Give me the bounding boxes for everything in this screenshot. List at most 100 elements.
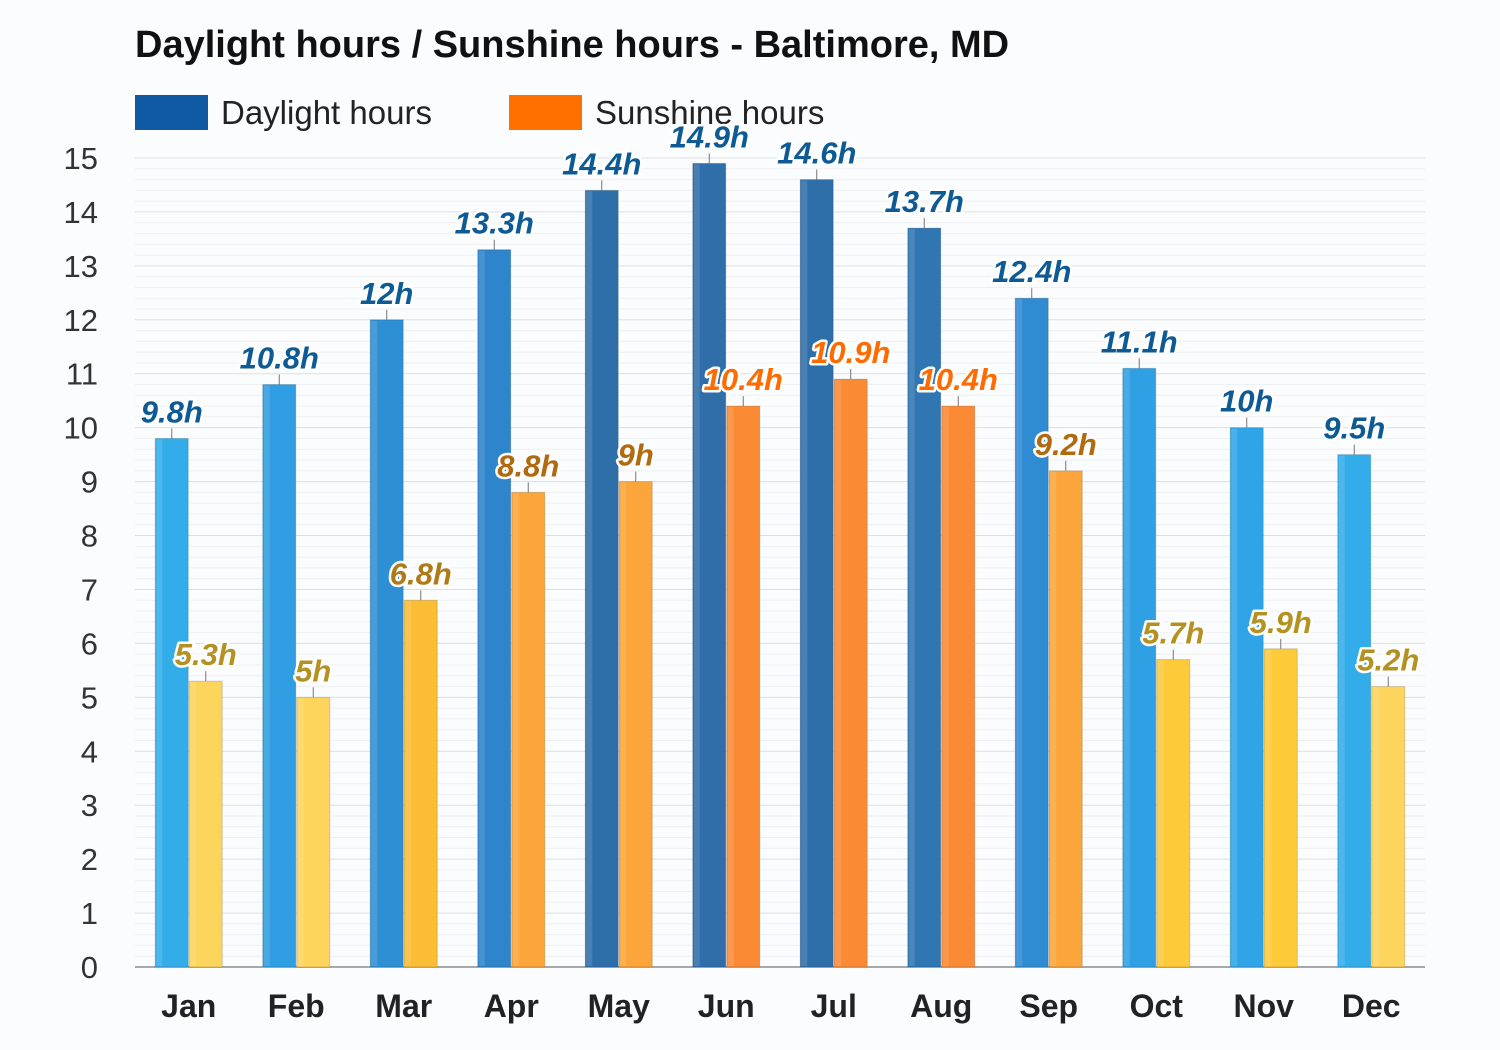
y-tick-label: 9 (81, 465, 98, 500)
daylight-bar (907, 227, 942, 968)
bar-highlight (908, 229, 915, 966)
x-category-label: Nov (1234, 988, 1295, 1024)
bar-highlight (1338, 455, 1345, 966)
bar-highlight (297, 698, 304, 966)
daylight-bar (477, 249, 512, 968)
chart-title: Daylight hours / Sunshine hours - Baltim… (135, 24, 1010, 66)
sunshine-value-label: 9.2h (1035, 427, 1097, 462)
y-tick-label: 10 (64, 411, 98, 446)
y-tick-label: 2 (81, 842, 98, 877)
daylight-value-label: 13.7h (885, 184, 964, 219)
daylight-value-label: 14.4h (562, 146, 641, 181)
sunshine-value-label: 5.7h (1142, 616, 1204, 651)
major-gridlines (135, 157, 1425, 968)
daylight-bar (692, 162, 727, 968)
bar-highlight (1231, 428, 1238, 967)
y-tick-label: 0 (81, 950, 98, 985)
daylight-value-label: 9.8h (141, 394, 203, 429)
y-tick-label: 4 (81, 734, 98, 769)
y-tick-label: 13 (64, 249, 98, 284)
y-tick-label: 1 (81, 896, 98, 931)
daylight-value-label: 10.8h (240, 341, 319, 376)
sunshine-bar (618, 481, 653, 968)
x-category-label: Aug (910, 988, 972, 1024)
bar-highlight (1265, 649, 1272, 966)
bar-highlight (835, 380, 842, 966)
daylight-bar (1014, 297, 1049, 968)
bar-highlight (1016, 299, 1023, 966)
daylight-value-label: 12h (360, 276, 413, 311)
x-category-label: Dec (1342, 988, 1401, 1024)
sunshine-bar (833, 378, 868, 968)
bar-highlight (263, 385, 270, 966)
sunshine-value-label: 5.3h (175, 637, 237, 672)
y-tick-label: 14 (64, 195, 98, 230)
y-tick-label: 15 (64, 141, 98, 176)
bar-highlight (727, 407, 734, 966)
bar-highlight (190, 682, 197, 966)
x-category-label: Feb (268, 988, 325, 1024)
y-tick-label: 8 (81, 519, 98, 554)
bar-highlight (1372, 687, 1379, 966)
sunshine-value-label: 5.2h (1357, 643, 1419, 678)
x-category-label: Jan (161, 988, 216, 1024)
y-tick-label: 7 (81, 572, 98, 607)
sunshine-value-label: 10.9h (811, 335, 890, 370)
daylight-value-label: 13.3h (455, 206, 534, 241)
sunshine-bar (296, 696, 331, 968)
daylight-value-label: 10h (1220, 384, 1273, 419)
legend-swatch-daylight (135, 95, 208, 130)
y-tick-label: 3 (81, 788, 98, 823)
y-tick-label: 11 (66, 357, 98, 392)
y-tick-label: 6 (81, 626, 98, 661)
bar-highlight (156, 439, 163, 966)
sunshine-value-label: 10.4h (704, 362, 783, 397)
legend-swatch-sunshine (509, 95, 582, 130)
sunshine-value-label: 8.8h (497, 448, 559, 483)
minor-gridlines (135, 168, 1425, 957)
daylight-bar (1122, 367, 1157, 968)
bar-highlight (512, 493, 519, 966)
sunshine-bar (1156, 659, 1191, 968)
bar-highlight (1050, 471, 1057, 966)
daylight-value-label: 12.4h (992, 254, 1071, 289)
sunshine-value-label: 9h (618, 438, 654, 473)
daylight-value-label: 14.6h (777, 136, 856, 171)
bar-highlight (801, 180, 808, 966)
legend-label-sunshine: Sunshine hours (595, 94, 825, 131)
bar-highlight (620, 482, 627, 966)
x-category-label: Oct (1130, 988, 1184, 1024)
bar-highlight (405, 601, 412, 966)
bar-highlight (371, 320, 378, 966)
sunshine-bar (726, 405, 761, 968)
y-tick-label: 12 (64, 303, 98, 338)
daylight-value-label: 14.9h (670, 119, 749, 154)
x-category-label: Apr (484, 988, 539, 1024)
legend-label-daylight: Daylight hours (221, 94, 432, 131)
daylight-value-label: 11.1h (1101, 324, 1178, 359)
sunshine-bar (511, 491, 546, 968)
daylight-bar (154, 437, 189, 968)
sunshine-value-label: 5.9h (1250, 605, 1312, 640)
x-category-label: Mar (375, 988, 432, 1024)
sunshine-bar (1371, 686, 1406, 968)
sunshine-value-label: 6.8h (390, 556, 452, 591)
sunshine-value-label: 5h (295, 653, 331, 688)
sunshine-bar (1263, 648, 1298, 968)
y-tick-label: 5 (81, 680, 98, 715)
daylight-value-label: 9.5h (1323, 411, 1385, 446)
daylight-bar (799, 179, 834, 968)
x-category-label: Sep (1019, 988, 1078, 1024)
bar-highlight (693, 164, 700, 967)
sunshine-bar (188, 680, 223, 968)
bar-highlight (1123, 369, 1130, 967)
x-category-label: May (588, 988, 650, 1024)
bar-highlight (942, 407, 949, 966)
daylight-bar (262, 384, 297, 968)
x-category-label: Jul (811, 988, 857, 1024)
sunshine-bar (941, 405, 976, 968)
bar-highlight (586, 191, 593, 967)
bar-highlight (1157, 660, 1164, 966)
bar-highlight (478, 250, 485, 967)
